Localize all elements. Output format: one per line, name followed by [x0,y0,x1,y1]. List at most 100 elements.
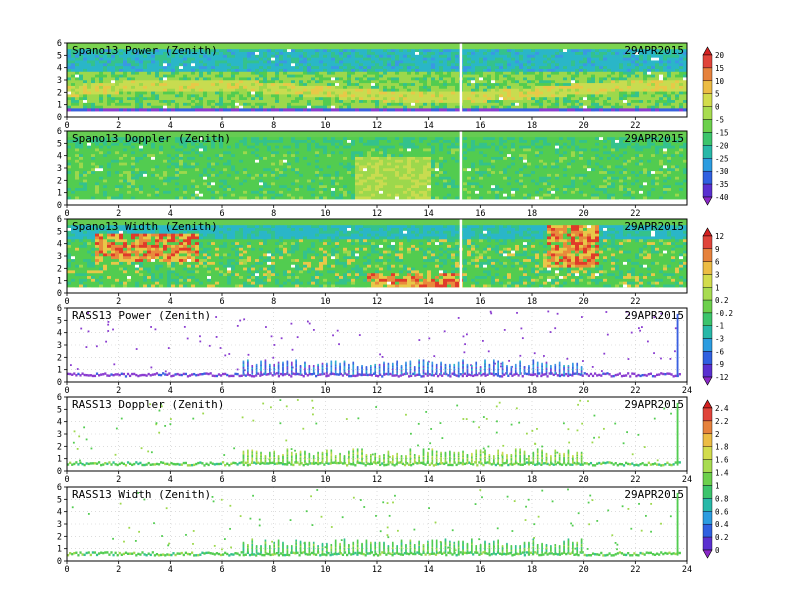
heatmap-cell [243,102,248,107]
heatmap-cell [399,51,404,56]
heatmap-cell [179,54,184,59]
heatmap-cell [663,102,668,107]
heatmap-cell [395,100,400,104]
heatmap-cell [655,97,660,101]
heatmap-cell [651,74,656,78]
heatmap-cell [607,74,612,78]
heatmap-cell [327,108,332,112]
heatmap-cell [219,165,224,169]
heatmap-cell [411,51,416,56]
heatmap-cell [511,68,516,73]
heatmap-cell [123,71,128,76]
heatmap-cell [299,74,304,78]
heatmap-cell [575,100,580,104]
heatmap-cell [227,105,232,109]
heatmap-cell [191,57,196,61]
heatmap-cell [523,83,528,87]
heatmap-cell [199,74,204,78]
heatmap-cell [443,102,448,107]
heatmap-cell [215,74,220,78]
heatmap-cell [191,97,196,101]
heatmap-cell [523,57,528,61]
heatmap-cell [239,148,244,152]
heatmap-cell [547,60,552,64]
heatmap-cell [119,108,124,112]
heatmap-cell [551,68,556,73]
heatmap-cell [91,94,96,98]
heatmap-cell [387,77,392,81]
heatmap-cell [99,60,104,64]
heatmap-cell [155,83,160,87]
heatmap-cell [511,66,516,70]
heatmap-cell [191,51,196,56]
heatmap-cell [295,85,300,90]
heatmap-cell [219,142,224,147]
heatmap-cell [199,71,204,76]
heatmap-cell [407,83,412,87]
heatmap-cell [391,49,396,53]
heatmap-cell [515,57,520,61]
heatmap-cell [603,105,608,109]
heatmap-cell [359,85,364,90]
heatmap-cell [615,80,620,84]
heatmap-cell [375,100,380,104]
heatmap-cell [307,51,312,56]
heatmap-cell [155,85,160,90]
heatmap-cell [195,91,200,95]
heatmap-cell [611,74,616,78]
heatmap-cell [351,68,356,73]
heatmap-cell [595,80,600,84]
heatmap-cell [503,97,508,101]
heatmap-cell [139,173,144,178]
heatmap-cell [79,190,84,195]
heatmap-cell [75,68,80,73]
heatmap-cell [475,57,480,61]
heatmap-cell [207,108,212,112]
heatmap-cell [463,63,468,67]
y-tick-label: 5 [57,51,62,61]
heatmap-cell [263,97,268,101]
heatmap-cell [187,196,192,200]
heatmap-cell [71,156,76,161]
heatmap-cell [347,88,352,92]
heatmap-cell [563,63,568,67]
heatmap-cell [227,173,232,178]
heatmap-cell [67,105,72,109]
heatmap-cell [195,57,200,61]
heatmap-cell [207,102,212,107]
heatmap-cell [463,105,468,109]
heatmap-cell [203,168,208,172]
heatmap-cell [175,71,180,76]
heatmap-cell [67,60,72,64]
heatmap-cell [139,139,144,144]
heatmap-cell [539,91,544,95]
heatmap-cell [67,80,72,84]
heatmap-cell [319,80,324,84]
heatmap-cell [171,77,176,81]
heatmap-cell [95,176,100,180]
heatmap-cell [527,63,532,67]
heatmap-cell [163,60,168,64]
heatmap-cell [167,179,172,183]
heatmap-cell [583,97,588,101]
heatmap-cell [499,94,504,98]
heatmap-cell [539,77,544,81]
heatmap-cell [83,60,88,64]
heatmap-cell [475,97,480,101]
heatmap-cell [451,91,456,95]
heatmap-cell [375,102,380,107]
heatmap-cell [179,173,184,178]
heatmap-cell [171,188,176,192]
heatmap-cell [119,85,124,90]
heatmap-cell [155,162,160,166]
heatmap-cell [183,185,188,189]
heatmap-cell [491,102,496,107]
heatmap-cell [479,85,484,90]
heatmap-cell [199,142,204,147]
heatmap-cell [143,105,148,109]
heatmap-cell [159,91,164,95]
heatmap-cell [147,168,152,172]
heatmap-cell [663,83,668,87]
heatmap-cell [135,190,140,195]
heatmap-cell [91,193,96,197]
